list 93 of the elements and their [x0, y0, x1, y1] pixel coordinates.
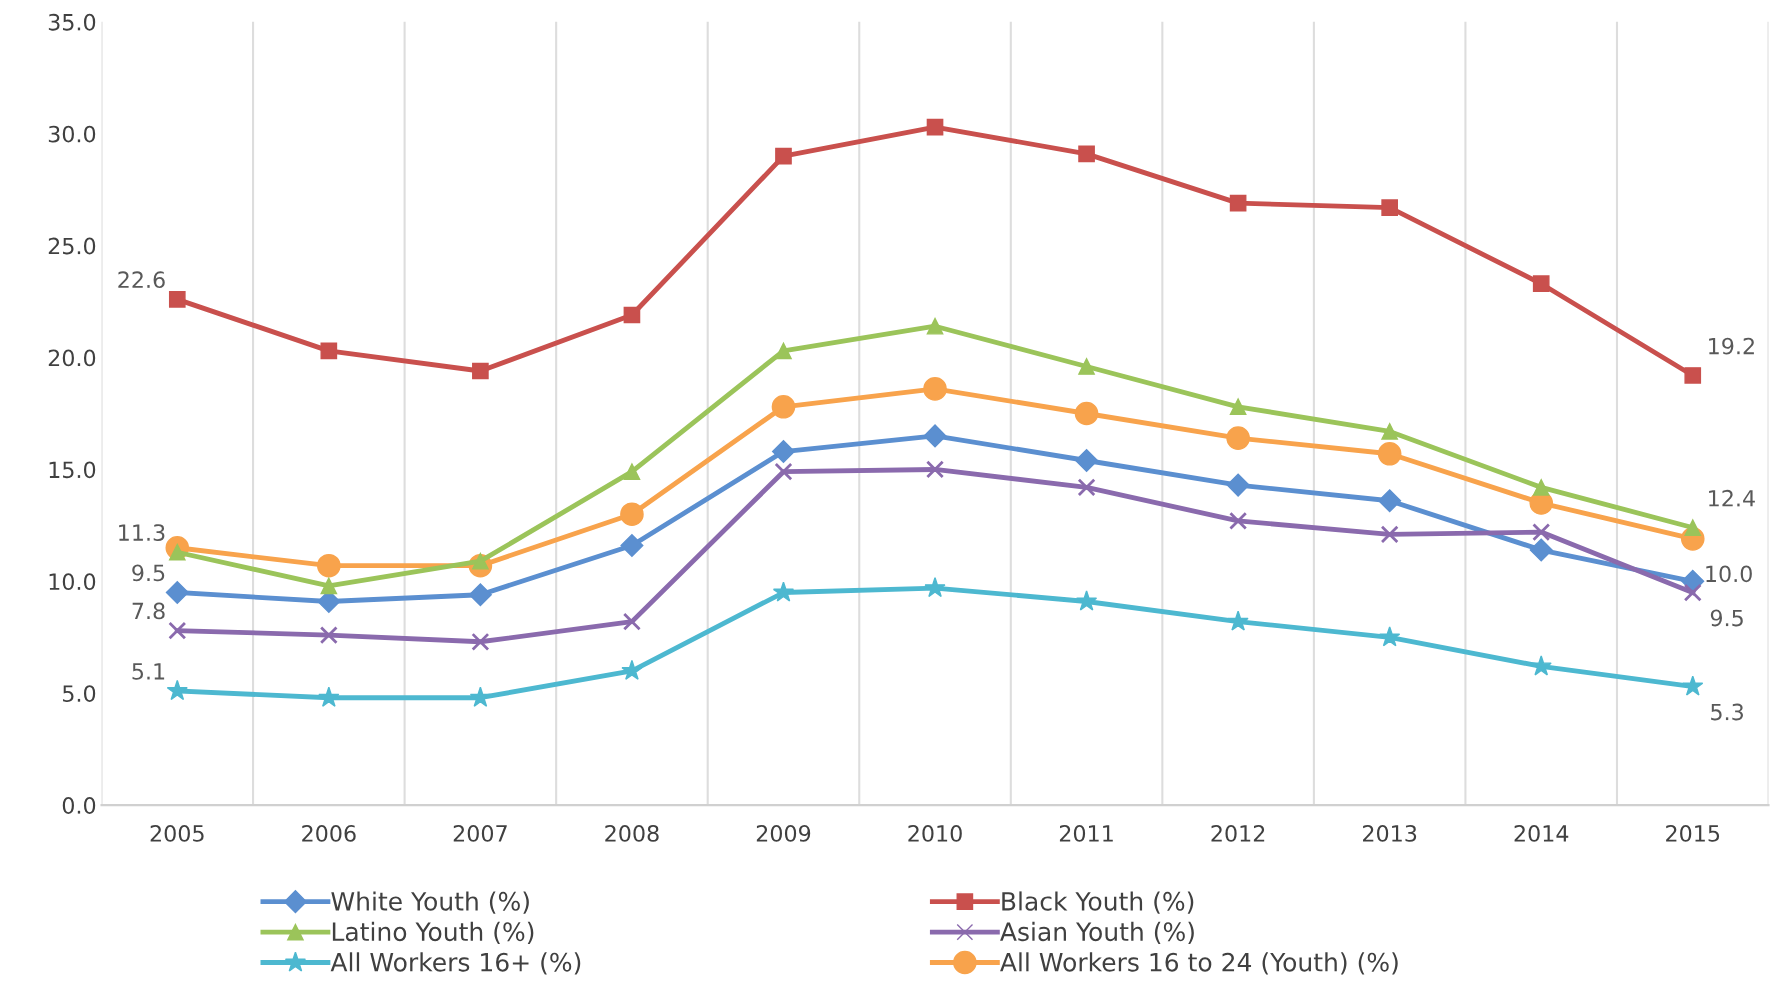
point	[1529, 538, 1553, 562]
data-label: 12.4	[1709, 489, 1755, 507]
point	[775, 342, 792, 360]
x-tick-label: 2009	[756, 824, 811, 842]
point	[1381, 199, 1399, 216]
y-tick-label: 0.0	[62, 797, 96, 814]
legend-label: All Workers 16+ (%)	[330, 952, 581, 975]
legend-label: All Workers 16 to 24 (Youth) (%)	[1000, 952, 1398, 975]
point	[926, 460, 945, 479]
x-tick-label: 2012	[1211, 824, 1265, 842]
point	[926, 118, 944, 136]
y-tick-label: 10.0	[49, 573, 96, 591]
point	[771, 440, 795, 464]
point	[1226, 426, 1250, 450]
point	[1229, 511, 1248, 530]
point	[1078, 358, 1095, 375]
legend-label: White Youth (%)	[331, 891, 529, 914]
point	[1077, 478, 1096, 497]
x-tick-label: 2015	[1666, 824, 1720, 842]
point	[1378, 489, 1402, 513]
point	[1683, 583, 1702, 602]
point	[1684, 367, 1702, 384]
point	[923, 377, 947, 401]
point	[772, 581, 795, 602]
data-label: 10.0	[1706, 565, 1752, 583]
point	[1075, 590, 1098, 611]
point	[1682, 675, 1704, 696]
point	[1532, 275, 1550, 293]
data-label: 5.1	[132, 663, 165, 680]
y-tick-label: 25.0	[48, 237, 96, 255]
point	[318, 686, 340, 707]
point	[1074, 401, 1099, 426]
point	[317, 553, 341, 578]
point	[775, 147, 792, 165]
y-tick-label: 5.0	[63, 685, 96, 702]
point	[319, 626, 338, 645]
point	[623, 463, 641, 481]
data-label: 19.2	[1709, 337, 1754, 355]
point	[1530, 655, 1552, 676]
point	[1380, 525, 1399, 544]
x-tick-label: 2011	[1059, 824, 1113, 842]
point	[622, 612, 641, 631]
point	[774, 462, 793, 481]
point	[166, 679, 188, 701]
x-tick-label: 2013	[1363, 824, 1417, 842]
point	[924, 576, 946, 598]
point	[1532, 523, 1551, 542]
point	[165, 581, 189, 605]
point	[469, 686, 491, 707]
point	[1226, 473, 1250, 497]
data-label: 9.5	[1710, 609, 1743, 627]
data-label: 5.3	[1711, 703, 1743, 721]
y-tick-label: 20.0	[48, 349, 96, 367]
point	[168, 621, 187, 640]
point	[1229, 194, 1247, 212]
point	[621, 659, 643, 680]
point	[923, 424, 947, 448]
point	[620, 534, 644, 558]
point	[771, 394, 796, 419]
point	[1229, 398, 1247, 416]
point	[623, 306, 641, 324]
point	[1078, 145, 1095, 163]
x-tick-label: 2005	[150, 824, 204, 842]
legend-label: Latino Youth (%)	[332, 921, 534, 945]
data-label: 9.5	[132, 564, 165, 582]
y-tick-label: 35.0	[48, 13, 96, 31]
point	[1377, 441, 1402, 466]
legend-label: Asian Youth (%)	[1000, 921, 1194, 945]
y-tick-label: 15.0	[49, 461, 96, 479]
point	[1684, 519, 1702, 536]
x-tick-label: 2010	[908, 824, 962, 842]
point	[468, 583, 492, 607]
point	[620, 502, 644, 527]
x-tick-label: 2006	[302, 824, 356, 842]
point	[320, 342, 338, 360]
legend-label: Black Youth (%)	[1002, 891, 1194, 914]
x-tick-label: 2014	[1514, 824, 1569, 842]
point	[1075, 449, 1099, 472]
data-label: 22.6	[118, 271, 165, 289]
point	[471, 632, 490, 651]
point	[926, 317, 944, 335]
point	[1532, 479, 1550, 496]
x-tick-label: 2007	[453, 824, 507, 842]
point	[320, 577, 338, 595]
point	[1381, 423, 1399, 440]
x-tick-label: 2008	[605, 824, 659, 842]
y-tick-label: 30.0	[48, 125, 96, 143]
point	[1379, 626, 1401, 647]
point	[168, 291, 186, 308]
data-label: 7.8	[132, 602, 165, 620]
data-label: 11.3	[119, 524, 165, 542]
point	[1227, 610, 1249, 631]
point	[472, 362, 489, 380]
